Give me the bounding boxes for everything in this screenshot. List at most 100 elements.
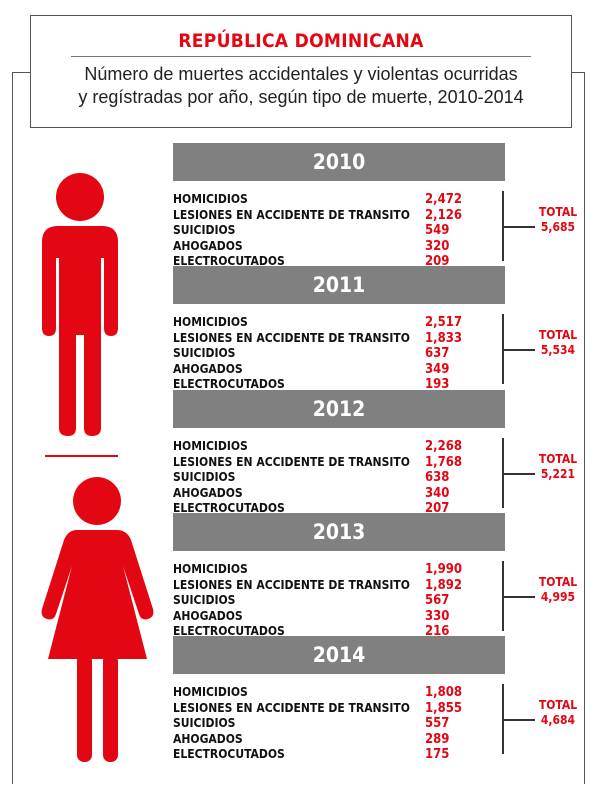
death-type-label: SUICIDIOS xyxy=(173,716,236,730)
year-header: 2011 xyxy=(173,266,505,304)
death-count: 637 xyxy=(425,346,450,361)
table-row: LESIONES EN ACCIDENTE DE TRANSITO 2,126 xyxy=(173,208,473,224)
death-count: 2,472 xyxy=(425,192,462,207)
table-row: ELECTROCUTADOS 193 xyxy=(173,377,473,393)
year-header: 2012 xyxy=(173,390,505,428)
death-count: 209 xyxy=(425,254,450,269)
death-count: 207 xyxy=(425,501,450,516)
year-total: TOTAL 5,221 xyxy=(530,452,586,482)
table-row: ELECTROCUTADOS 207 xyxy=(173,501,473,517)
bracket-line xyxy=(502,438,504,508)
death-type-label: ELECTROCUTADOS xyxy=(173,501,285,515)
year-rows: HOMICIDIOS 2,517 LESIONES EN ACCIDENTE DE … xyxy=(173,315,473,393)
table-row: ELECTROCUTADOS 216 xyxy=(173,624,473,640)
death-type-label: LESIONES EN ACCIDENTE DE TRANSITO xyxy=(173,207,410,222)
bracket-connector xyxy=(503,719,535,721)
table-row: SUICIDIOS 637 xyxy=(173,346,473,362)
table-row: ELECTROCUTADOS 175 xyxy=(173,747,473,763)
bracket-connector xyxy=(503,349,535,351)
year-total: TOTAL 5,685 xyxy=(530,205,586,235)
title-box: REPÚBLICA DOMINICANA Número de muertes a… xyxy=(30,15,572,128)
death-type-label: SUICIDIOS xyxy=(173,223,236,237)
year-total: TOTAL 4,995 xyxy=(530,575,586,605)
death-count: 2,268 xyxy=(425,439,462,454)
death-type-label: AHOGADOS xyxy=(173,485,243,500)
bracket-connector xyxy=(503,473,535,475)
death-count: 289 xyxy=(425,731,450,747)
death-count: 1,892 xyxy=(425,577,462,593)
death-count: 2,517 xyxy=(425,315,462,330)
death-type-label: LESIONES EN ACCIDENTE DE TRANSITO xyxy=(173,577,410,592)
divider xyxy=(71,56,531,57)
table-row: AHOGADOS 330 xyxy=(173,609,473,625)
table-row: SUICIDIOS 638 xyxy=(173,470,473,486)
year-header: 2010 xyxy=(173,143,505,181)
death-count: 549 xyxy=(425,223,450,238)
death-type-label: ELECTROCUTADOS xyxy=(173,377,285,391)
total-value: 4,995 xyxy=(540,590,576,604)
death-type-label: AHOGADOS xyxy=(173,238,243,253)
death-count: 1,808 xyxy=(425,685,462,700)
table-row: HOMICIDIOS 2,517 xyxy=(173,315,473,331)
death-count: 193 xyxy=(425,377,450,392)
death-count: 320 xyxy=(425,238,450,254)
table-row: HOMICIDIOS 1,990 xyxy=(173,562,473,578)
year-total: TOTAL 5,534 xyxy=(530,328,586,358)
year-header: 2013 xyxy=(173,513,505,551)
table-row: LESIONES EN ACCIDENTE DE TRANSITO 1,833 xyxy=(173,331,473,347)
total-value: 5,221 xyxy=(540,467,576,481)
year-rows: HOMICIDIOS 2,472 LESIONES EN ACCIDENTE DE … xyxy=(173,192,473,270)
total-label: TOTAL xyxy=(538,698,578,712)
death-type-label: HOMICIDIOS xyxy=(173,562,248,576)
death-type-label: LESIONES EN ACCIDENTE DE TRANSITO xyxy=(173,454,410,469)
table-row: LESIONES EN ACCIDENTE DE TRANSITO 1,768 xyxy=(173,455,473,471)
death-type-label: ELECTROCUTADOS xyxy=(173,747,285,761)
subtitle-line-1: Número de muertes accidentales y violent… xyxy=(84,64,518,84)
country-title: REPÚBLICA DOMINICANA xyxy=(178,30,424,52)
table-row: LESIONES EN ACCIDENTE DE TRANSITO 1,892 xyxy=(173,578,473,594)
table-row: HOMICIDIOS 2,472 xyxy=(173,192,473,208)
death-count: 2,126 xyxy=(425,207,462,223)
death-count: 1,833 xyxy=(425,330,462,346)
death-count: 1,768 xyxy=(425,454,462,470)
total-label: TOTAL xyxy=(538,205,578,219)
woman-figure-icon xyxy=(41,477,154,762)
subtitle-line-2: y regístradas por año, según tipo de mue… xyxy=(78,87,524,107)
separator-line xyxy=(45,455,118,457)
death-count: 567 xyxy=(425,593,450,608)
table-row: AHOGADOS 289 xyxy=(173,732,473,748)
death-type-label: AHOGADOS xyxy=(173,361,243,376)
death-type-label: SUICIDIOS xyxy=(173,346,236,360)
total-label: TOTAL xyxy=(538,328,578,342)
table-row: ELECTROCUTADOS 209 xyxy=(173,254,473,270)
total-label: TOTAL xyxy=(538,452,578,466)
death-type-label: ELECTROCUTADOS xyxy=(173,624,285,638)
table-row: AHOGADOS 320 xyxy=(173,239,473,255)
table-row: SUICIDIOS 549 xyxy=(173,223,473,239)
bracket-line xyxy=(502,561,504,631)
death-type-label: HOMICIDIOS xyxy=(173,439,248,453)
death-count: 1,990 xyxy=(425,562,462,577)
death-type-label: AHOGADOS xyxy=(173,608,243,623)
death-type-label: SUICIDIOS xyxy=(173,593,236,607)
year-total: TOTAL 4,684 xyxy=(530,698,586,728)
death-count: 340 xyxy=(425,485,450,501)
table-row: HOMICIDIOS 2,268 xyxy=(173,439,473,455)
death-type-label: AHOGADOS xyxy=(173,731,243,746)
bracket-connector xyxy=(503,226,535,228)
year-rows: HOMICIDIOS 1,808 LESIONES EN ACCIDENTE DE … xyxy=(173,685,473,763)
total-label: TOTAL xyxy=(538,575,578,589)
bracket-connector xyxy=(503,596,535,598)
death-count: 638 xyxy=(425,470,450,485)
total-value: 5,685 xyxy=(540,220,576,234)
year-header: 2014 xyxy=(173,636,505,674)
death-type-label: LESIONES EN ACCIDENTE DE TRANSITO xyxy=(173,700,410,715)
bracket-line xyxy=(502,314,504,384)
death-count: 1,855 xyxy=(425,700,462,716)
man-figure-icon xyxy=(42,173,118,436)
death-type-label: HOMICIDIOS xyxy=(173,192,248,206)
death-type-label: SUICIDIOS xyxy=(173,470,236,484)
death-count: 557 xyxy=(425,716,450,731)
table-row: HOMICIDIOS 1,808 xyxy=(173,685,473,701)
year-rows: HOMICIDIOS 1,990 LESIONES EN ACCIDENTE DE … xyxy=(173,562,473,640)
